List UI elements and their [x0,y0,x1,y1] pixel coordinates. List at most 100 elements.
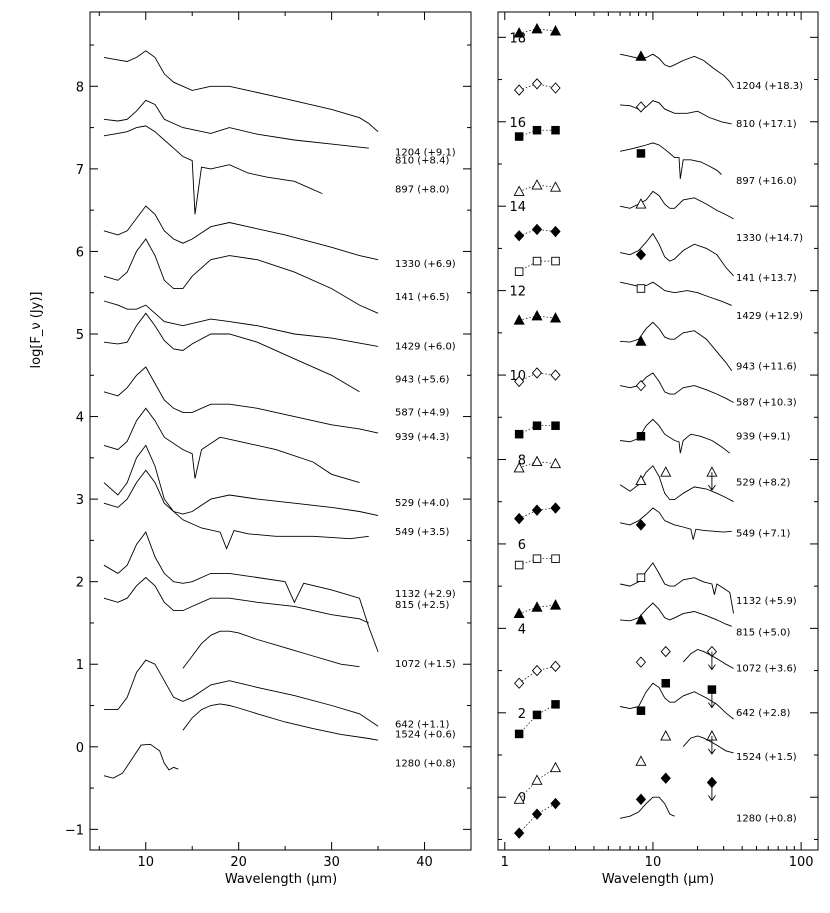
right-label-587: 587 (+10.3) [736,398,797,409]
right-mid-marker-529 [635,474,647,486]
right-label-810: 810 (+17.1) [736,119,797,130]
right-nir-marker-1132 [514,560,524,570]
right-mid-marker-1132 [636,573,646,582]
right-mid-marker-815 [635,613,647,625]
right-label-815: 815 (+5.0) [736,628,790,639]
right-x-tick-label: 1 [501,855,509,870]
right-label-1072: 1072 (+3.6) [736,663,797,674]
right-nir-marker-810 [550,82,561,94]
left-label-1132: 1132 (+2.9) [395,589,456,600]
right-label-943: 943 (+11.6) [736,362,797,373]
left-y-axis-title: log[F_ν (Jy)] [29,291,44,368]
right-nir-marker-1524 [513,793,525,804]
right-nir-marker-529 [549,457,562,469]
right-mid-marker-549 [635,519,647,531]
right-curve-1330 [620,190,734,220]
right-curve-939 [620,418,731,454]
left-label-1072: 1072 (+1.5) [395,659,456,670]
right-nir-marker-1280 [514,827,525,839]
right-nir-link-587 [518,372,556,382]
right-mid-marker-939 [636,432,646,441]
right-nir-marker-897 [551,125,560,135]
right-nir-marker-939 [551,421,560,430]
left-curve-1132 [103,531,379,653]
left-x-tick-label: 20 [230,855,247,870]
right-label-1429: 1429 (+12.9) [736,311,803,322]
right-nir-marker-810 [514,84,525,96]
right-nir-marker-529 [513,461,525,473]
right-nir-marker-1280 [550,797,561,810]
left-x-tick-label: 40 [416,855,433,870]
right-mid-marker-897 [636,149,646,158]
right-label-1280: 1280 (+0.8) [736,813,797,824]
left-curve-897 [103,125,323,215]
right-y-tick-label: 6 [518,538,526,553]
left-curve-1280 [103,743,179,779]
right-nir-marker-1429 [532,256,542,266]
right-nir-marker-642 [551,700,560,709]
right-curve-141 [620,232,734,277]
right-y-tick-label: 14 [509,200,526,215]
right-nir-marker-141 [531,223,543,236]
left-y-tick-label: 3 [76,493,84,508]
right-nir-marker-1280 [531,808,543,820]
left-x-axis-title: Wavelength (μm) [225,872,337,887]
right-nir-marker-1429 [551,256,560,266]
right-mid-marker-810 [635,101,647,113]
right-label-1330: 1330 (+14.7) [736,233,803,244]
right-curve-897 [620,142,722,179]
right-nir-marker-1204 [549,25,562,36]
right-label-529: 529 (+8.2) [736,478,790,489]
right-nir-marker-815 [531,601,543,612]
right-nir-marker-815 [549,599,562,610]
right-nir-marker-642 [514,729,524,739]
left-curve-642 [103,659,379,727]
right-nir-marker-1072 [514,677,525,689]
right-y-tick-label: 16 [509,116,526,131]
left-label-1330: 1330 (+6.9) [395,259,456,270]
left-label-642: 642 (+1.1) [395,720,449,731]
left-label-815: 815 (+2.5) [395,600,449,611]
right-x-axis-title: Wavelength (μm) [602,872,714,887]
right-nir-marker-815 [513,607,525,619]
right-nir-marker-1524 [549,761,562,773]
right-mid-marker-1072 [635,656,647,668]
left-label-1429: 1429 (+6.0) [395,341,456,352]
right-nir-marker-1072 [550,660,561,673]
right-label-141: 141 (+13.7) [736,273,797,284]
right-curve-810 [620,100,732,125]
left-label-1524: 1524 (+0.6) [395,729,456,740]
right-nir-marker-810 [531,78,543,90]
right-nir-marker-141 [514,230,525,242]
left-curve-549 [103,469,369,550]
left-curve-810 [103,99,369,149]
right-plot-frame [497,11,819,851]
right-curve-587 [620,372,734,403]
right-nir-marker-943 [549,312,562,323]
right-curves [518,28,735,834]
right-nir-marker-141 [550,225,561,238]
left-x-tick-label: 30 [323,855,340,870]
left-curve-943 [103,312,360,393]
left-label-939: 939 (+4.3) [395,432,449,443]
left-label-549: 549 (+3.5) [395,527,449,538]
right-nir-marker-939 [514,429,524,439]
right-nir-link-939 [518,425,556,435]
right-nir-marker-587 [550,369,561,381]
right-nir-link-549 [518,507,556,519]
right-limit-arrowhead-1524 [708,748,716,755]
right-y-tick-label: 12 [509,285,526,300]
left-label-897: 897 (+8.0) [395,185,449,196]
right-label-939: 939 (+9.1) [736,431,790,442]
left-label-1204: 1204 (+9.1) [395,147,456,158]
right-mid-marker-141 [635,249,647,261]
right-curve-1280 [620,796,675,819]
right-label-549: 549 (+7.1) [736,528,790,539]
right-limit-arrowhead-1072 [708,664,716,671]
right-nir-marker-1204 [513,27,525,38]
right-labels: 1204 (+18.3) 810 (+17.1) 897 (+16.0) 1330 (… [736,81,803,824]
right-mid-marker-1204 [635,50,647,61]
right-nir-marker-529 [531,455,543,467]
left-x-tick-label: 10 [137,855,154,870]
